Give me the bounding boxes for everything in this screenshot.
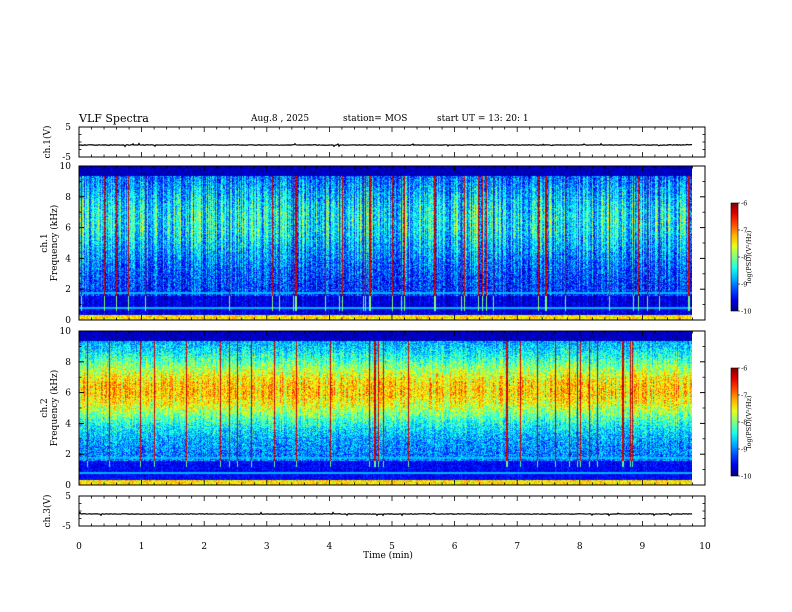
y-tick-label: 2 [65, 285, 71, 295]
y-tick-label: 8 [65, 358, 71, 368]
y-tick-label: 5 [65, 492, 71, 502]
x-tick-label: 2 [201, 542, 207, 552]
y-tick-label: -5 [62, 522, 71, 532]
ch1-ylabel-frequency: Frequency (kHz) [49, 205, 60, 282]
ch1-ylabel-channel: ch.1 [40, 233, 50, 252]
y-tick-label: 0 [65, 481, 71, 491]
x-axis-label: Time (min) [363, 550, 413, 561]
y-tick-label: 8 [65, 193, 71, 203]
colorbar-tick-label: -8 [741, 254, 747, 262]
y-tick-label: 10 [60, 327, 72, 337]
ch1-ylabel: ch.1(V) [42, 126, 53, 159]
y-tick-label: 4 [65, 419, 71, 429]
y-tick-label: 0 [65, 316, 71, 326]
x-tick-label: 6 [452, 542, 458, 552]
y-tick-label: 5 [65, 123, 71, 133]
ch3-waveform-line [78, 511, 693, 517]
ch2-spectrogram [79, 331, 692, 485]
y-tick-label: 6 [65, 389, 71, 399]
ch3-ylabel: ch.3(V) [42, 495, 53, 528]
colorbar-tick-label: -9 [741, 446, 747, 454]
y-tick-label: 4 [65, 254, 71, 264]
x-tick-label: 0 [76, 542, 82, 552]
x-tick-label: 9 [640, 542, 646, 552]
ch1-waveform-line [78, 142, 693, 148]
x-tick-label: 1 [139, 542, 145, 552]
y-tick-label: -5 [62, 153, 71, 163]
colorbar-tick-label: -10 [741, 308, 751, 316]
ch2-ylabel-channel: ch.2 [40, 398, 50, 417]
colorbar-tick-label: -6 [741, 200, 747, 208]
colorbar-tick-label: -6 [741, 365, 747, 373]
station-label: station= MOS [343, 114, 408, 124]
y-tick-label: 10 [60, 162, 72, 172]
ch1-colorbar-label: log(PSD)(V²/Hz) [745, 230, 753, 283]
colorbar-tick-label: -10 [741, 473, 751, 481]
colorbar-tick-label: -7 [741, 227, 747, 235]
x-tick-label: 8 [577, 542, 583, 552]
ch2-colorbar [730, 367, 739, 477]
start-time-label: start UT = 13: 20: 1 [437, 114, 529, 124]
colorbar-tick-label: -7 [741, 392, 747, 400]
figure-title: VLF Spectra [79, 112, 149, 125]
x-tick-label: 7 [514, 542, 520, 552]
y-tick-label: 2 [65, 450, 71, 460]
ch2-colorbar-label: log(PSD)(V²/Hz) [745, 395, 753, 448]
colorbar-tick-label: -8 [741, 419, 747, 427]
x-tick-label: 4 [327, 542, 333, 552]
y-tick-label: 6 [65, 224, 71, 234]
date-label: Aug.8 , 2025 [251, 114, 310, 124]
x-tick-label: 5 [389, 542, 395, 552]
ch1-spectrogram [79, 166, 692, 320]
ch1-colorbar [730, 202, 739, 312]
x-tick-label: 10 [699, 542, 711, 552]
x-tick-label: 3 [264, 542, 270, 552]
colorbar-tick-label: -9 [741, 281, 747, 289]
ch2-ylabel-frequency: Frequency (kHz) [49, 370, 60, 447]
